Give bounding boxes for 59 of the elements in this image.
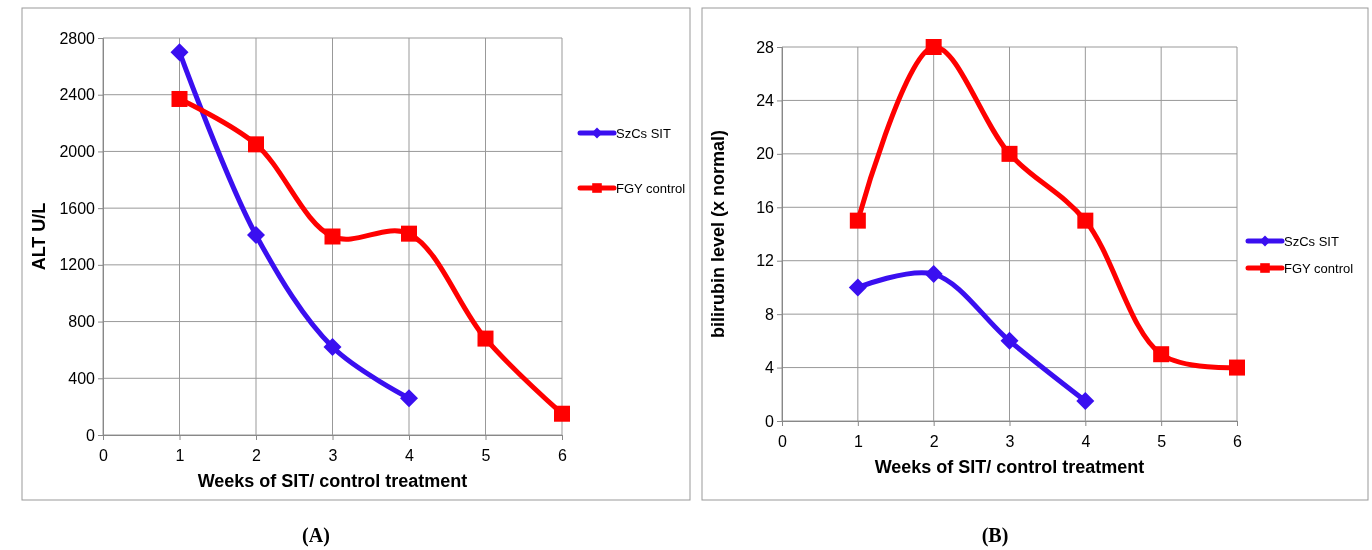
x-tick-label: 4 xyxy=(1081,432,1091,450)
x-tick-label: 1 xyxy=(175,446,185,464)
y-tick-label: 16 xyxy=(756,198,775,216)
x-tick-label: 5 xyxy=(481,446,491,464)
point xyxy=(247,226,265,245)
y-tick-label: 1600 xyxy=(59,199,96,217)
y-axis-title: bilirubin level (x normal) xyxy=(708,129,728,339)
text: (B) xyxy=(981,524,1009,547)
y-tick-label: 24 xyxy=(756,92,775,110)
point xyxy=(401,225,417,242)
point xyxy=(400,389,418,408)
point xyxy=(848,278,867,297)
y-tick-label: 12 xyxy=(756,252,775,270)
x-tick-label: 0 xyxy=(99,446,109,464)
x-tick-label: 6 xyxy=(1233,432,1243,450)
y-tick-label: 28 xyxy=(756,38,775,56)
y-tick-label: 0 xyxy=(765,412,775,430)
y-tick-label: 800 xyxy=(68,313,96,331)
point xyxy=(1000,331,1019,350)
point xyxy=(849,212,866,229)
x-tick-label: 3 xyxy=(1005,432,1015,450)
legend-label: FGY control xyxy=(1284,261,1354,276)
point xyxy=(170,43,189,62)
x-axis-title: Weeks of SIT/ control treatment xyxy=(874,457,1145,477)
x-axis-title: Weeks of SIT/ control treatment xyxy=(197,471,468,491)
point xyxy=(924,265,943,284)
point xyxy=(248,136,264,153)
point xyxy=(171,90,188,107)
point xyxy=(554,405,570,422)
point xyxy=(323,338,342,357)
legend-label: SzCs SIT xyxy=(1284,234,1339,249)
x-tick-label: 0 xyxy=(778,432,788,450)
x-tick-label: 2 xyxy=(252,446,262,464)
point xyxy=(1077,212,1094,229)
point xyxy=(1229,359,1245,376)
y-tick-label: 2800 xyxy=(59,29,96,47)
y-tick-label: 2000 xyxy=(59,143,96,161)
x-tick-label: 1 xyxy=(853,432,863,450)
x-tick-label: 2 xyxy=(929,432,939,450)
y-tick-label: 400 xyxy=(68,369,96,387)
point xyxy=(324,228,341,245)
legend-label: FGY control xyxy=(616,181,686,196)
x-tick-label: 4 xyxy=(405,446,415,464)
y-axis-title: ALT U/L xyxy=(29,202,49,271)
point xyxy=(1153,346,1170,363)
legend-label: SzCs SIT xyxy=(616,126,671,141)
x-tick-label: 3 xyxy=(328,446,338,464)
y-tick-label: 2400 xyxy=(59,86,96,104)
x-tick-label: 6 xyxy=(558,446,568,464)
text: (A) xyxy=(302,524,330,547)
y-tick-label: 4 xyxy=(765,359,775,377)
point xyxy=(925,39,942,55)
point xyxy=(1076,391,1095,410)
point xyxy=(1001,145,1018,162)
y-tick-label: 1200 xyxy=(59,256,96,274)
point xyxy=(477,330,494,347)
y-tick-label: 20 xyxy=(756,145,775,163)
y-tick-label: 8 xyxy=(765,305,775,323)
x-tick-label: 5 xyxy=(1157,432,1167,450)
